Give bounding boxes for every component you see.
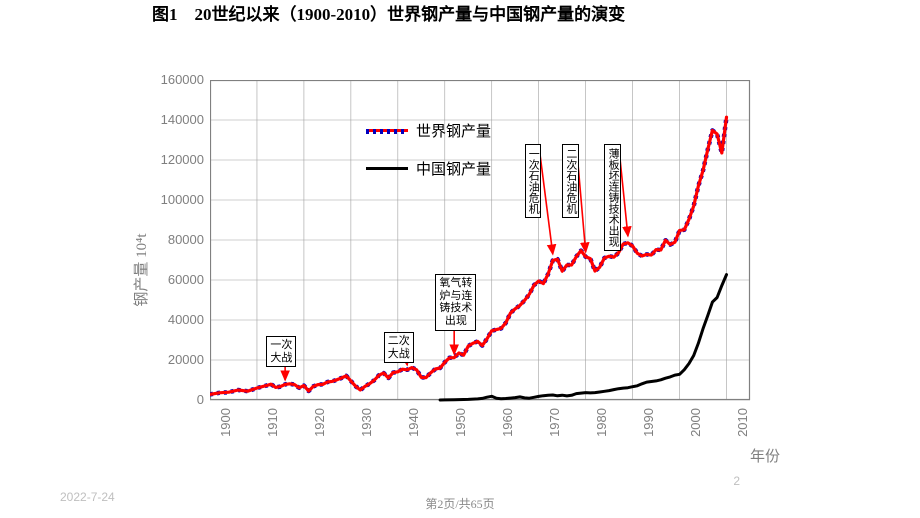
y-tick: 60000 xyxy=(144,272,204,287)
x-tick: 1990 xyxy=(641,408,656,448)
x-tick: 1920 xyxy=(312,408,327,448)
y-tick: 140000 xyxy=(144,112,204,127)
y-tick: 40000 xyxy=(144,312,204,327)
x-tick: 1900 xyxy=(218,408,233,448)
x-tick: 1930 xyxy=(359,408,374,448)
annotation-box: 氧气转炉与连铸技术出现 xyxy=(435,274,476,331)
annotation-box: 二次大战 xyxy=(384,332,414,363)
chart-container: 钢产量 10⁴t 年份 0200004000060000800001000001… xyxy=(100,70,820,470)
legend-swatch xyxy=(366,129,408,132)
legend-item: 中国钢产量 xyxy=(366,158,491,179)
x-tick: 1940 xyxy=(406,408,421,448)
y-tick: 80000 xyxy=(144,232,204,247)
chart-title: 图1 20世纪以来（1900-2010）世界钢产量与中国钢产量的演变 xyxy=(152,4,792,26)
y-tick: 120000 xyxy=(144,152,204,167)
y-tick: 100000 xyxy=(144,192,204,207)
annotation-box: 一次石油危机 xyxy=(525,144,542,218)
x-tick: 2010 xyxy=(735,408,750,448)
footer-date: 2022-7-24 xyxy=(60,490,115,504)
x-tick: 1980 xyxy=(594,408,609,448)
annotation-box: 二次石油危机 xyxy=(562,144,579,218)
x-tick: 1910 xyxy=(265,408,280,448)
footer-page: 第2页/共65页 xyxy=(425,495,494,512)
footer-num: 2 xyxy=(733,474,740,488)
slide: 图1 20世纪以来（1900-2010）世界钢产量与中国钢产量的演变 钢产量 1… xyxy=(0,0,920,518)
x-axis-label: 年份 xyxy=(750,445,780,466)
y-tick: 0 xyxy=(144,392,204,407)
legend-label: 中国钢产量 xyxy=(416,158,491,179)
x-tick: 1960 xyxy=(500,408,515,448)
x-tick: 1950 xyxy=(453,408,468,448)
legend-swatch xyxy=(366,167,408,170)
legend-label: 世界钢产量 xyxy=(416,120,491,141)
annotation-box: 一次大战 xyxy=(266,336,296,367)
x-tick: 2000 xyxy=(688,408,703,448)
x-tick: 1970 xyxy=(547,408,562,448)
legend-item: 世界钢产量 xyxy=(366,120,491,141)
y-tick: 20000 xyxy=(144,352,204,367)
y-tick: 160000 xyxy=(144,72,204,87)
annotation-box: 薄板坯连铸技术出现 xyxy=(604,144,621,251)
